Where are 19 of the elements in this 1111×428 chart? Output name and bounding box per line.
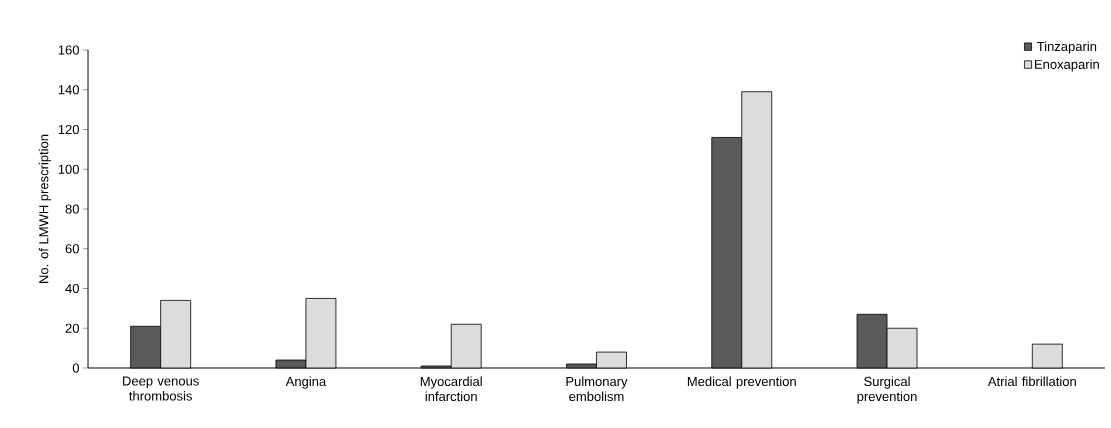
y-tick-label: 120 — [58, 124, 79, 135]
legend-label: Enoxaparin — [1035, 59, 1099, 72]
y-axis-title: No. of LMWH prescription — [38, 134, 51, 283]
x-tick-label: Medical prevention — [687, 376, 796, 389]
y-tick-label: 60 — [65, 244, 79, 254]
x-tick-label: Surgical prevention — [857, 376, 917, 404]
x-tick-label: Myocardial infarction — [420, 376, 482, 402]
y-tick-label: 80 — [65, 204, 79, 214]
y-tick-label: 20 — [65, 323, 79, 333]
y-tick-label: 100 — [58, 164, 79, 174]
y-tick-label: 40 — [65, 283, 79, 294]
y-tick-label: 160 — [58, 45, 79, 55]
x-tick-label: Deep venous thrombosis — [123, 376, 199, 401]
y-tick-label: 0 — [72, 363, 79, 373]
y-tick-label: 140 — [58, 85, 79, 95]
x-tick-label: Atrial fibrillation — [987, 376, 1076, 387]
x-tick-label: Pulmonary embolism — [566, 376, 628, 402]
legend-label: Tinzaparin — [1037, 41, 1097, 54]
x-tick-label: Angina — [285, 376, 327, 389]
